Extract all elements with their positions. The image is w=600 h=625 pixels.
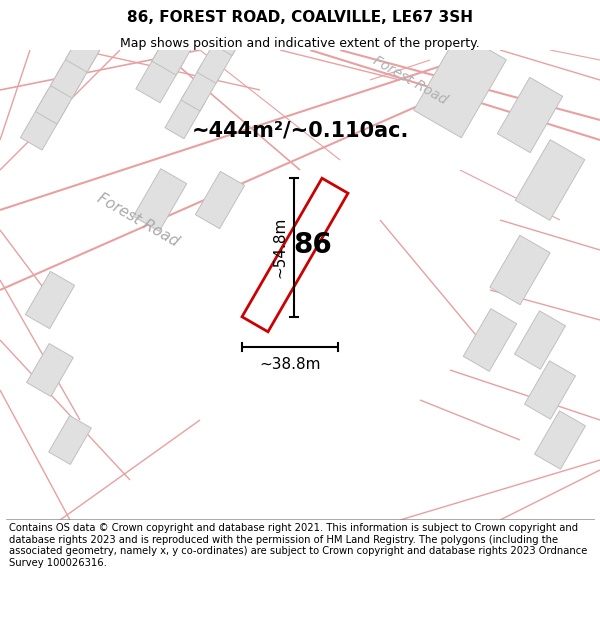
Polygon shape [49,416,91,464]
Text: ~444m²/~0.110ac.: ~444m²/~0.110ac. [191,120,409,140]
Text: ~54.8m: ~54.8m [272,217,287,278]
Polygon shape [26,344,73,396]
Polygon shape [35,64,85,124]
Polygon shape [152,19,200,75]
Text: 86, FOREST ROAD, COALVILLE, LE67 3SH: 86, FOREST ROAD, COALVILLE, LE67 3SH [127,10,473,25]
Polygon shape [133,169,187,231]
Text: Forest Road: Forest Road [95,191,181,249]
Polygon shape [490,235,550,305]
Polygon shape [65,12,115,72]
Text: Contains OS data © Crown copyright and database right 2021. This information is : Contains OS data © Crown copyright and d… [9,523,587,568]
Polygon shape [463,309,517,371]
Polygon shape [196,171,245,229]
Polygon shape [242,178,348,332]
Polygon shape [25,271,74,329]
Polygon shape [213,8,253,56]
Polygon shape [168,0,216,48]
Polygon shape [197,36,237,83]
Text: Map shows position and indicative extent of the property.: Map shows position and indicative extent… [120,38,480,51]
Text: Forest Road: Forest Road [370,53,449,107]
Polygon shape [515,140,585,220]
Polygon shape [229,0,269,28]
Polygon shape [524,361,575,419]
Polygon shape [20,90,70,150]
Polygon shape [181,64,221,111]
Text: 86: 86 [293,231,332,259]
Polygon shape [136,48,184,102]
Polygon shape [535,411,586,469]
Polygon shape [497,78,563,152]
Polygon shape [165,91,205,139]
Polygon shape [184,0,232,19]
Polygon shape [515,311,565,369]
Polygon shape [413,32,506,138]
Text: ~38.8m: ~38.8m [259,357,321,372]
Polygon shape [50,38,100,98]
